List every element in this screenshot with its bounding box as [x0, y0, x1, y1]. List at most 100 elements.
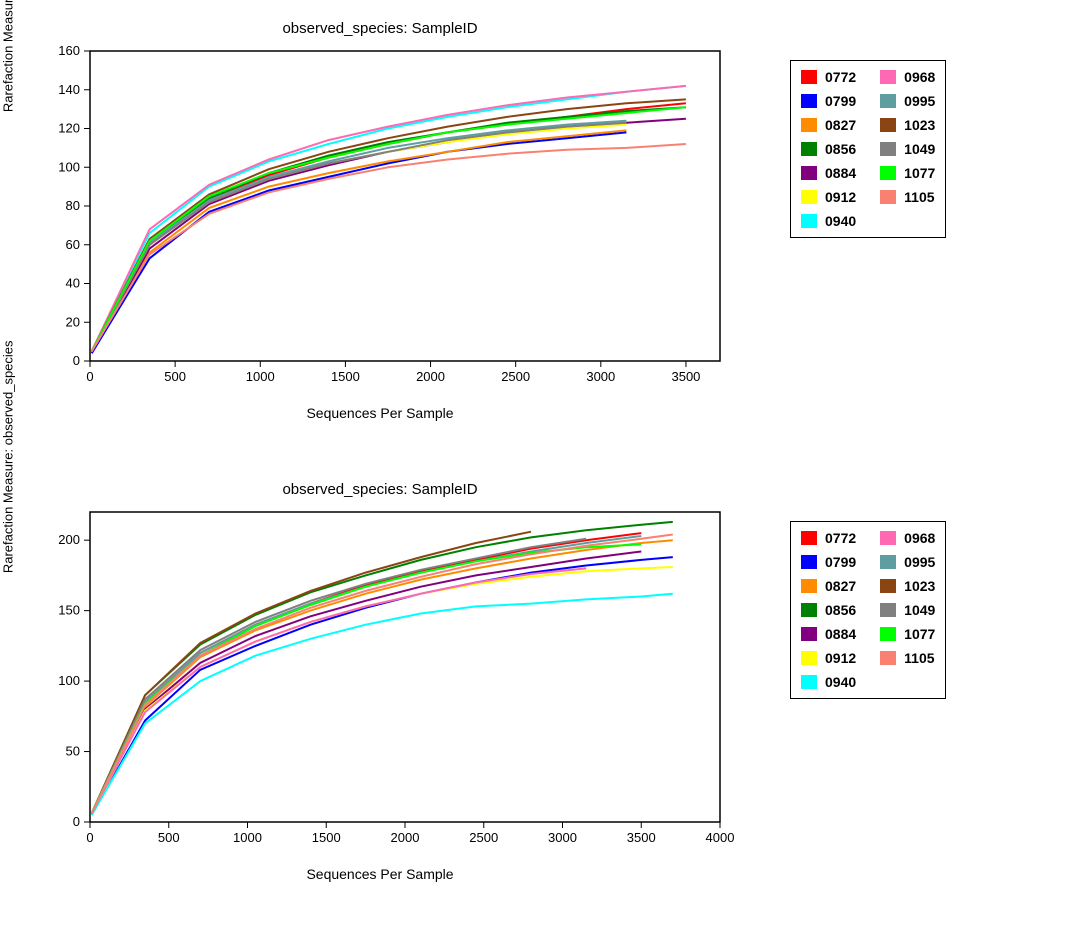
- legend-label-0799: 0799: [825, 93, 856, 109]
- svg-text:0: 0: [86, 369, 93, 384]
- svg-text:40: 40: [66, 276, 80, 291]
- legend-label-0940: 0940: [825, 213, 856, 229]
- svg-text:4000: 4000: [706, 830, 735, 845]
- legend-label-0799: 0799: [825, 554, 856, 570]
- legend-swatch-0799: [801, 94, 817, 108]
- legend-item-1023: 1023: [880, 578, 935, 594]
- legend-item-0995: 0995: [880, 554, 935, 570]
- svg-text:2500: 2500: [469, 830, 498, 845]
- legend-label-0940: 0940: [825, 674, 856, 690]
- legend-swatch-0995: [880, 555, 896, 569]
- legend-label-0968: 0968: [904, 530, 935, 546]
- svg-text:500: 500: [158, 830, 180, 845]
- svg-text:3000: 3000: [548, 830, 577, 845]
- svg-text:2000: 2000: [391, 830, 420, 845]
- chart-2-title: observed_species: SampleID: [20, 481, 740, 498]
- svg-text:1500: 1500: [331, 369, 360, 384]
- legend-item-0856: 0856: [801, 141, 856, 157]
- legend-swatch-0940: [801, 214, 817, 228]
- svg-text:20: 20: [66, 314, 80, 329]
- legend-swatch-1049: [880, 142, 896, 156]
- legend-swatch-0968: [880, 531, 896, 545]
- legend-swatch-0856: [801, 142, 817, 156]
- legend-item-0772: 0772: [801, 69, 856, 85]
- svg-text:1500: 1500: [312, 830, 341, 845]
- legend-swatch-1077: [880, 627, 896, 641]
- legend-label-0772: 0772: [825, 69, 856, 85]
- legend-item-0940: 0940: [801, 674, 856, 690]
- legend-item-1105: 1105: [880, 189, 935, 205]
- legend-swatch-0827: [801, 579, 817, 593]
- legend-label-0772: 0772: [825, 530, 856, 546]
- chart-1-svg: 0500100015002000250030003500020406080100…: [20, 41, 740, 401]
- legend-label-1049: 1049: [904, 141, 935, 157]
- legend-swatch-0940: [801, 675, 817, 689]
- svg-text:120: 120: [58, 121, 80, 136]
- svg-text:1000: 1000: [233, 830, 262, 845]
- legend-label-0968: 0968: [904, 69, 935, 85]
- legend-swatch-0827: [801, 118, 817, 132]
- svg-text:1000: 1000: [246, 369, 275, 384]
- legend-swatch-1077: [880, 166, 896, 180]
- legend-item-0940: 0940: [801, 213, 856, 229]
- svg-text:500: 500: [164, 369, 186, 384]
- legend-item-0912: 0912: [801, 650, 856, 666]
- legend-item-0799: 0799: [801, 93, 856, 109]
- svg-text:2000: 2000: [416, 369, 445, 384]
- legend-item-1023: 1023: [880, 117, 935, 133]
- legend-label-1105: 1105: [904, 189, 934, 205]
- chart-row-1: observed_species: SampleID Rarefaction M…: [20, 20, 1087, 421]
- svg-text:160: 160: [58, 43, 80, 58]
- svg-text:3500: 3500: [627, 830, 656, 845]
- legend-swatch-1105: [880, 190, 896, 204]
- legend-swatch-1049: [880, 603, 896, 617]
- legend-swatch-1023: [880, 118, 896, 132]
- legend-label-0827: 0827: [825, 117, 856, 133]
- legend-label-1105: 1105: [904, 650, 934, 666]
- legend-swatch-1105: [880, 651, 896, 665]
- legend-item-0968: 0968: [880, 69, 935, 85]
- svg-text:3000: 3000: [586, 369, 615, 384]
- legend-item-0772: 0772: [801, 530, 856, 546]
- legend-item-1077: 1077: [880, 165, 935, 181]
- legend-item-0799: 0799: [801, 554, 856, 570]
- legend-label-0912: 0912: [825, 189, 856, 205]
- svg-text:50: 50: [66, 744, 80, 759]
- legend-swatch-0995: [880, 94, 896, 108]
- legend-item-0995: 0995: [880, 93, 935, 109]
- legend-item-0827: 0827: [801, 117, 856, 133]
- svg-text:2500: 2500: [501, 369, 530, 384]
- legend-item-0856: 0856: [801, 602, 856, 618]
- svg-text:140: 140: [58, 82, 80, 97]
- legend-item-1049: 1049: [880, 602, 935, 618]
- legend-swatch-0856: [801, 603, 817, 617]
- legend-item-0884: 0884: [801, 165, 856, 181]
- legend-item-0968: 0968: [880, 530, 935, 546]
- legend-label-0856: 0856: [825, 602, 856, 618]
- legend-label-0884: 0884: [825, 165, 856, 181]
- legend-swatch-0912: [801, 651, 817, 665]
- figure-container: observed_species: SampleID Rarefaction M…: [20, 20, 1087, 882]
- legend-swatch-1023: [880, 579, 896, 593]
- legend-label-0884: 0884: [825, 626, 856, 642]
- legend-item-1049: 1049: [880, 141, 935, 157]
- legend-label-1077: 1077: [904, 165, 935, 181]
- svg-text:150: 150: [58, 603, 80, 618]
- legend-swatch-0912: [801, 190, 817, 204]
- svg-text:100: 100: [58, 673, 80, 688]
- chart-1-title: observed_species: SampleID: [20, 20, 740, 37]
- legend-swatch-0968: [880, 70, 896, 84]
- chart-2-xlabel: Sequences Per Sample: [20, 866, 740, 882]
- svg-text:0: 0: [73, 814, 80, 829]
- legend-box-1: 0772 0968 0799 0995 0827 1023 0856 1049 0884 1077…: [790, 60, 946, 238]
- svg-text:100: 100: [58, 159, 80, 174]
- legend-swatch-0772: [801, 70, 817, 84]
- svg-text:60: 60: [66, 237, 80, 252]
- svg-text:3500: 3500: [671, 369, 700, 384]
- svg-text:80: 80: [66, 198, 80, 213]
- legend-label-1049: 1049: [904, 602, 935, 618]
- chart-row-2: observed_species: SampleID Rarefaction M…: [20, 481, 1087, 882]
- legend-box-2: 0772096807990995082710230856104908841077…: [790, 521, 946, 699]
- legend-item-0912: 0912: [801, 189, 856, 205]
- legend-item-1105: 1105: [880, 650, 935, 666]
